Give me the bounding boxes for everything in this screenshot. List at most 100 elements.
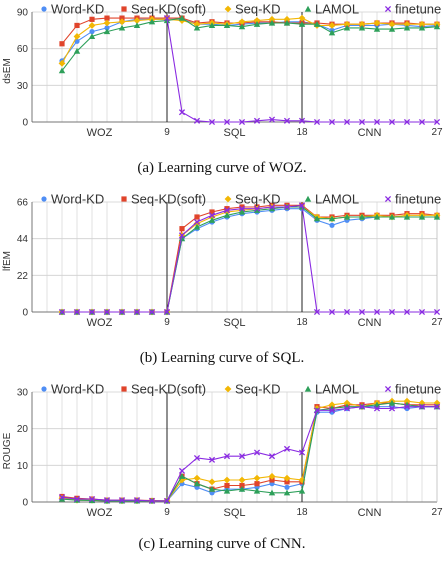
data-point	[239, 482, 245, 489]
data-point	[284, 484, 290, 490]
data-point	[373, 213, 381, 220]
legend-marker	[304, 385, 312, 392]
region-label: WOZ	[87, 317, 113, 329]
data-point	[343, 20, 351, 28]
data-point	[403, 118, 411, 126]
data-point	[103, 308, 111, 316]
data-point	[328, 118, 336, 126]
data-point	[269, 477, 275, 483]
series-word-kd	[59, 404, 440, 504]
y-tick-label: 10	[17, 461, 29, 472]
data-point	[73, 308, 81, 316]
data-point	[88, 496, 96, 503]
y-axis-label: dsEM	[2, 58, 13, 84]
data-point	[88, 22, 96, 29]
region-label: SQL	[223, 127, 245, 139]
data-point	[343, 24, 351, 31]
data-point	[238, 18, 246, 26]
data-point	[223, 476, 231, 484]
region-label: SQL	[223, 317, 245, 329]
data-point	[388, 118, 396, 126]
data-point	[133, 308, 141, 316]
data-point	[268, 116, 276, 123]
data-point	[253, 487, 261, 494]
legend-label: Seq-KD	[235, 2, 281, 17]
region-label: WOZ	[87, 507, 113, 519]
data-point	[268, 19, 276, 26]
data-point	[178, 235, 186, 242]
y-axis-label: lfEM	[2, 251, 13, 271]
series-line	[61, 402, 437, 502]
data-point	[268, 489, 276, 496]
data-point	[223, 118, 231, 126]
data-point	[104, 25, 110, 31]
legend-marker	[121, 196, 127, 202]
data-point	[328, 308, 336, 316]
legend-label: Word-KD	[51, 382, 104, 397]
data-point	[253, 21, 261, 27]
data-point	[58, 494, 66, 501]
legend-label: LAMOL	[315, 192, 359, 207]
legend-label: finetune	[395, 382, 441, 397]
data-point	[418, 213, 426, 220]
data-point	[313, 118, 321, 126]
y-tick-label: 44	[17, 234, 29, 245]
series-line	[62, 206, 437, 313]
data-point	[118, 497, 126, 504]
data-point	[103, 497, 111, 504]
data-point	[208, 212, 216, 219]
chart-panel-sql: 0 22 44 66 9 18 27 WOZ SQL CNN lfEM Word-KD Seq-KD(s…	[0, 190, 444, 380]
data-point	[253, 205, 261, 212]
data-point	[433, 23, 441, 30]
data-point	[313, 308, 321, 316]
data-point	[343, 118, 351, 126]
legend: Word-KD Seq-KD(soft) Seq-KD LAMOL finetune	[41, 192, 441, 207]
data-point	[238, 23, 246, 30]
data-point	[163, 15, 171, 22]
data-point	[163, 497, 171, 504]
region-label: CNN	[358, 507, 382, 519]
data-point	[103, 19, 111, 27]
data-point	[433, 308, 441, 316]
data-point	[58, 308, 66, 316]
series-line	[62, 206, 437, 313]
data-point	[433, 213, 441, 220]
data-point	[268, 205, 276, 212]
data-point	[433, 399, 441, 407]
data-point	[74, 22, 80, 29]
data-point	[88, 33, 96, 40]
legend-marker	[121, 386, 127, 392]
data-point	[298, 449, 306, 456]
data-point	[88, 308, 96, 316]
legend-label: Seq-KD	[235, 382, 281, 397]
chart-caption: (b) Learning curve of SQL.	[139, 350, 305, 366]
data-point	[133, 497, 141, 504]
data-point	[283, 15, 291, 23]
legend-marker	[384, 195, 392, 203]
data-point	[238, 453, 246, 460]
data-point	[208, 217, 216, 223]
series-line	[62, 204, 437, 313]
data-point	[208, 485, 216, 492]
data-point	[283, 19, 291, 26]
series-line	[61, 402, 437, 502]
data-point	[358, 213, 366, 220]
data-point	[298, 202, 306, 209]
data-point	[328, 215, 336, 222]
data-point	[298, 14, 306, 22]
data-point	[418, 20, 426, 28]
data-point	[253, 117, 261, 124]
x-tick-label: 18	[296, 507, 308, 518]
data-point	[388, 25, 396, 32]
legend-label: Seq-KD(soft)	[131, 2, 206, 17]
data-point	[148, 18, 156, 25]
y-tick-label: 0	[22, 308, 28, 319]
data-point	[253, 474, 261, 482]
data-point	[328, 401, 336, 409]
y-tick-label: 22	[17, 271, 29, 282]
data-point	[298, 487, 306, 494]
chart-caption: (c) Learning curve of CNN.	[138, 536, 306, 552]
data-point	[418, 399, 426, 407]
data-point	[148, 497, 156, 504]
data-point	[328, 22, 336, 29]
